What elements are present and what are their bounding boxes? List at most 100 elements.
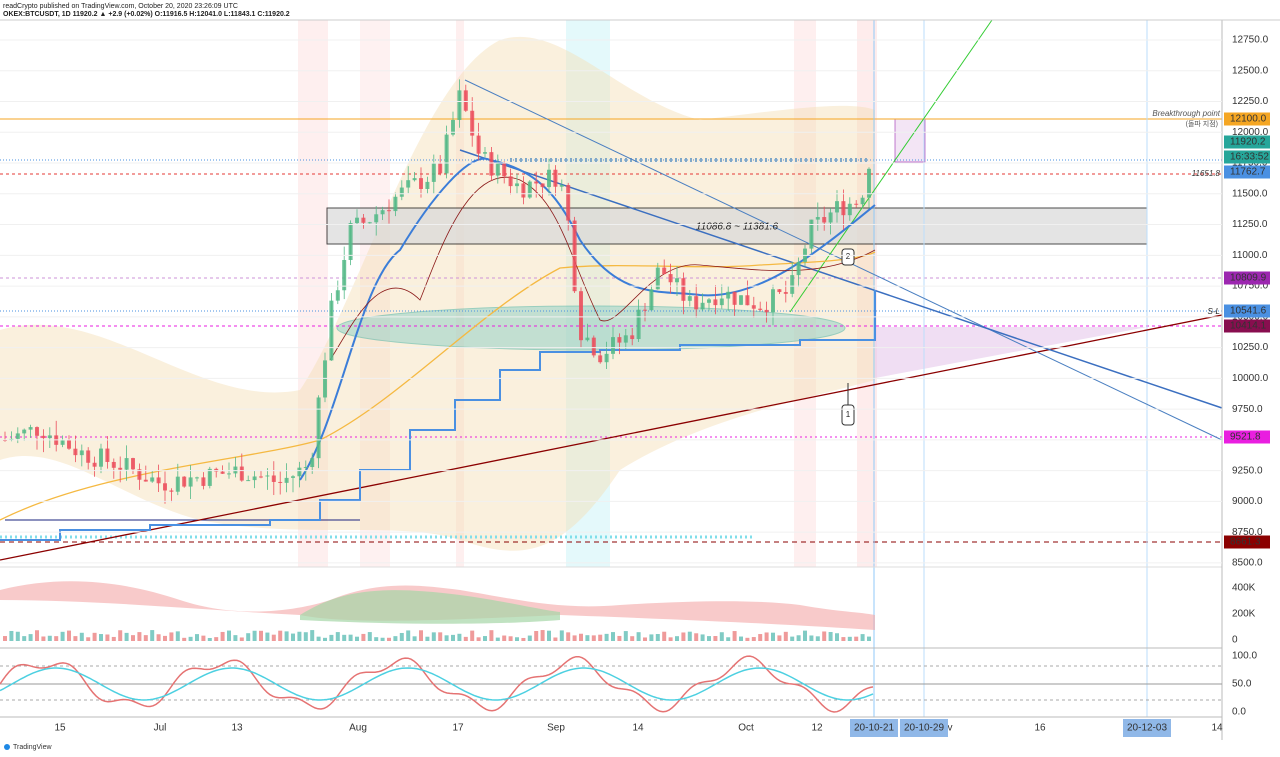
price-tick-label: 11000.0 bbox=[1232, 250, 1268, 261]
volume-bar bbox=[374, 637, 379, 641]
price-tick-label: 10750.0 bbox=[1232, 281, 1269, 292]
candle-body bbox=[297, 467, 302, 477]
price-tick-label: 9750.0 bbox=[1232, 404, 1263, 415]
candle-body bbox=[745, 295, 750, 306]
time-tick-label: Oct bbox=[738, 723, 754, 734]
volume-bar bbox=[598, 634, 603, 641]
price-tick-label: 9250.0 bbox=[1232, 465, 1263, 476]
candle-body bbox=[707, 299, 711, 303]
price-label-box bbox=[1224, 165, 1270, 179]
candle-body bbox=[860, 197, 865, 205]
candle-body bbox=[233, 466, 238, 474]
candle-body bbox=[675, 278, 679, 283]
price-tick-label: 10000.0 bbox=[1232, 373, 1269, 384]
volume-bar bbox=[662, 631, 667, 641]
osc-tick-label: 50.0 bbox=[1232, 679, 1252, 690]
volume-bar bbox=[348, 634, 353, 641]
volume-bar bbox=[655, 634, 660, 641]
candle-body bbox=[188, 477, 193, 487]
time-tick-label: 14 bbox=[632, 723, 644, 734]
price-label-box bbox=[1224, 150, 1270, 164]
volume-bar bbox=[15, 631, 20, 641]
highlight-column bbox=[456, 20, 464, 567]
volume-bar bbox=[835, 633, 839, 641]
publisher-line: readCrypto published on TradingView.com,… bbox=[3, 3, 238, 10]
candle-body bbox=[547, 169, 551, 188]
volume-bar bbox=[323, 637, 327, 641]
volume-bar bbox=[713, 636, 718, 641]
trendline bbox=[789, 19, 993, 313]
volume-bar bbox=[271, 634, 276, 641]
volume-bar bbox=[739, 636, 743, 641]
support-zone bbox=[326, 207, 1148, 245]
candle-body bbox=[278, 481, 283, 483]
volume-bar bbox=[732, 631, 737, 641]
volume-bar bbox=[131, 635, 135, 641]
volume-bar bbox=[233, 635, 238, 641]
step-line bbox=[0, 290, 876, 541]
candle-body bbox=[323, 360, 327, 398]
volume-bar bbox=[758, 634, 763, 641]
footer-logo: TradingView bbox=[13, 744, 52, 751]
volume-bar bbox=[700, 634, 705, 641]
volume-bar bbox=[188, 636, 193, 641]
volume-bar bbox=[111, 636, 116, 641]
candle-body bbox=[579, 291, 583, 341]
volume-bar bbox=[284, 631, 289, 641]
candle-body bbox=[227, 473, 231, 475]
volume-bar bbox=[246, 633, 251, 641]
volume-bar bbox=[124, 632, 129, 641]
candle-body bbox=[502, 163, 507, 177]
candle-body bbox=[771, 289, 775, 313]
time-tick-label: 16 bbox=[1034, 723, 1046, 734]
price-label: 10541.6 bbox=[1230, 306, 1267, 317]
volume-bar bbox=[771, 632, 775, 641]
candle-body bbox=[137, 469, 142, 480]
osc-tick-label: 100.0 bbox=[1232, 651, 1257, 662]
volume-bar bbox=[3, 636, 7, 641]
support-ellipse bbox=[336, 305, 846, 351]
price-label-box bbox=[1224, 535, 1270, 549]
volume-bar bbox=[470, 630, 475, 641]
volume-bar bbox=[412, 636, 417, 641]
candle-body bbox=[259, 476, 263, 478]
candle-body bbox=[41, 435, 46, 439]
candle-body bbox=[854, 203, 859, 205]
volume-bar bbox=[476, 637, 481, 641]
candle-body bbox=[515, 183, 519, 187]
candle-body bbox=[131, 458, 135, 470]
time-tick-label: 13 bbox=[231, 723, 243, 734]
candle-body bbox=[425, 181, 430, 189]
candle-body bbox=[150, 477, 155, 482]
volume-bar bbox=[777, 635, 782, 641]
volume-tick-label: 0 bbox=[1232, 635, 1238, 646]
volume-bar bbox=[559, 630, 564, 641]
volume-bar bbox=[28, 634, 33, 641]
candle-body bbox=[508, 176, 513, 187]
candle-body bbox=[726, 291, 731, 299]
candle-body bbox=[431, 163, 436, 182]
candle-body bbox=[700, 302, 705, 310]
volume-bar bbox=[579, 633, 583, 641]
price-label-box bbox=[1224, 430, 1270, 444]
volume-bar bbox=[73, 636, 78, 641]
candle-body bbox=[156, 477, 161, 484]
candle-body bbox=[387, 210, 391, 212]
candle-body bbox=[79, 450, 84, 456]
candle-body bbox=[175, 476, 180, 492]
candle-body bbox=[483, 152, 487, 154]
volume-bar bbox=[342, 634, 347, 641]
price-tick-label: 12750.0 bbox=[1232, 35, 1269, 46]
candle-body bbox=[406, 180, 411, 188]
highlight-column bbox=[360, 20, 390, 567]
candle-body bbox=[739, 295, 743, 305]
candle-body bbox=[99, 448, 103, 467]
candle-body bbox=[163, 483, 167, 491]
bollinger-band bbox=[0, 36, 875, 551]
volume-bar bbox=[207, 637, 212, 641]
indicator-panes bbox=[0, 19, 1280, 740]
candle-body bbox=[271, 475, 276, 482]
price-tick-label: 10250.0 bbox=[1232, 342, 1269, 353]
candle-body bbox=[636, 309, 641, 340]
